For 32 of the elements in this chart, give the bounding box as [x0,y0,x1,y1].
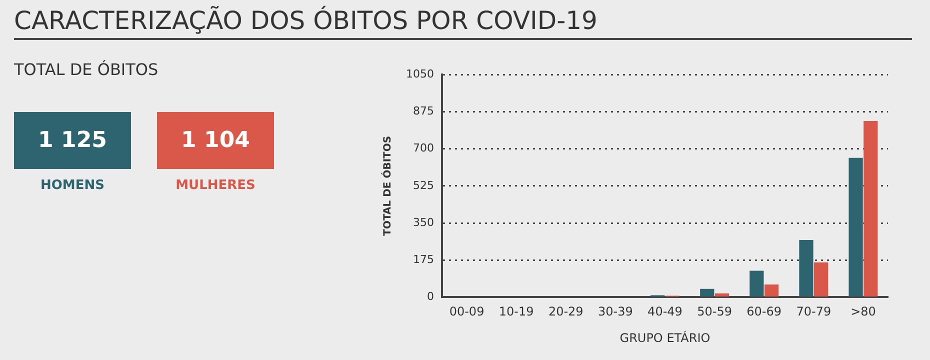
x-tick-label: 50-59 [697,304,732,319]
text: 1 104 [157,112,274,169]
y-tick-label: 175 [412,252,434,266]
text: TOTAL DE ÓBITOS [14,60,158,79]
bar [750,270,764,296]
x-tick-label: 60-69 [746,304,782,319]
y-tick-label: 700 [412,142,434,155]
x-tick-label: 00-09 [449,304,484,319]
bar [848,158,863,296]
bar [799,240,814,296]
bar [814,262,828,296]
x-tick-label: 70-79 [796,304,832,319]
category-label: HOMENS [40,178,106,193]
bar [714,293,730,296]
x-tick-label: 40-49 [648,304,682,319]
y-tick-label: 350 [412,216,434,229]
category-label: MULHERES [174,178,256,193]
y-tick-label: 525 [412,178,434,192]
bar [864,121,878,296]
bar [764,284,779,296]
x-tick-label: >80 [850,304,876,319]
x-tick-label: 20-29 [548,304,584,319]
x-axis-title: GRUPO ETÁRIO [620,330,710,345]
text: CARACTERIZAÇÃO DOS ÓBITOS POR COVID-19 [14,6,912,40]
y-tick-label: 0 [426,290,434,304]
x-tick-label: 30-39 [598,304,633,319]
x-tick-label: 10-19 [498,304,534,319]
y-axis-title: TOTAL DE ÓBITOS [380,136,394,236]
y-tick-label: 1050 [406,67,434,80]
bar [700,288,714,296]
text: 1 125 [14,112,131,169]
y-tick-label: 875 [412,104,434,118]
